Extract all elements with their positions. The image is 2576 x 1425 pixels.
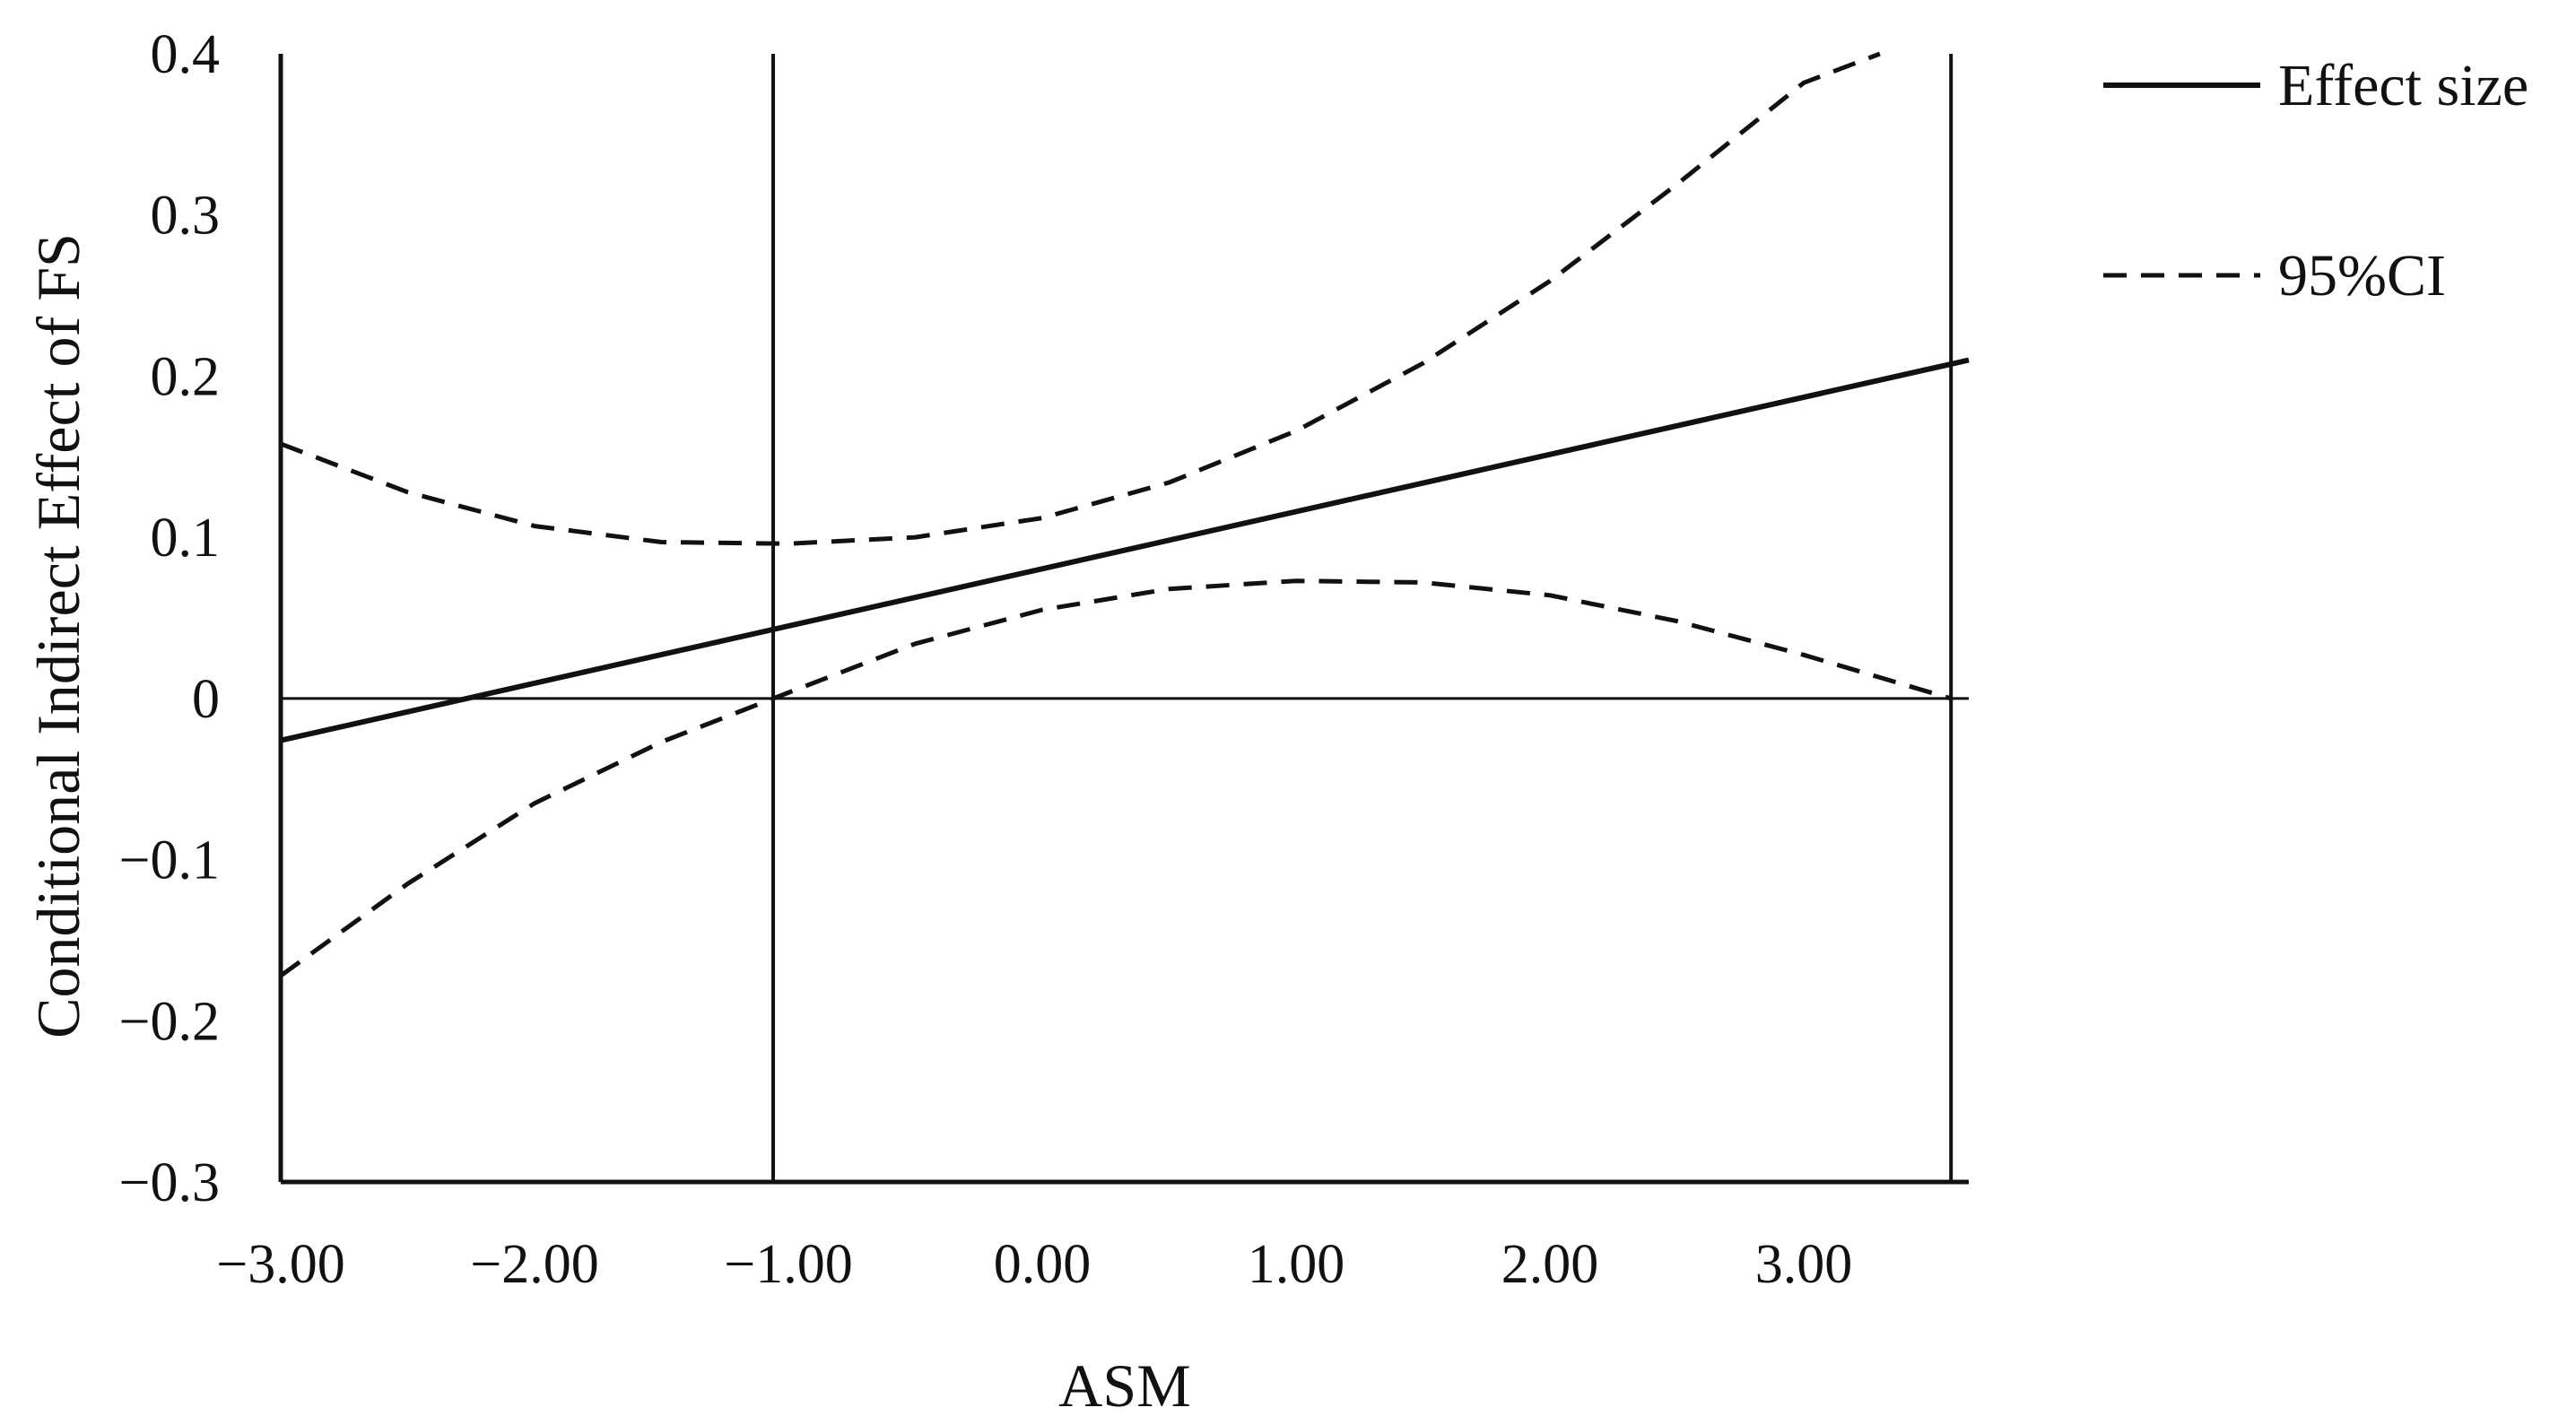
y-tick-label: −0.1	[119, 830, 220, 891]
legend: Effect size 95%CI	[2103, 53, 2528, 308]
legend-label: Effect size	[2278, 53, 2528, 118]
y-tick-label: 0	[192, 669, 220, 730]
plot-area	[278, 51, 1970, 1185]
ci-lower-line	[281, 578, 1952, 978]
x-axis-title: ASM	[1058, 1351, 1190, 1420]
y-tick-labels: −0.3 −0.2 −0.1 0 0.1 0.2 0.3 0.4	[119, 24, 220, 1213]
x-tick-label: −2.00	[470, 1234, 598, 1295]
x-tick-label: 2.00	[1501, 1234, 1599, 1295]
y-axis-title: Conditional Indirect Effect of FS	[24, 233, 92, 1038]
legend-label: 95%CI	[2278, 243, 2446, 308]
x-tick-label: 3.00	[1755, 1234, 1853, 1295]
effect-size-line	[281, 357, 1970, 743]
x-tick-labels: −3.00 −2.00 −1.00 0.00 1.00 2.00 3.00	[216, 1234, 1852, 1295]
y-tick-label: 0.2	[151, 346, 221, 407]
series-layer	[281, 51, 1970, 978]
x-tick-label: 1.00	[1248, 1234, 1345, 1295]
y-tick-label: 0.3	[151, 186, 221, 247]
ci-upper-line	[281, 51, 1881, 546]
y-tick-label: 0.4	[151, 24, 221, 85]
x-tick-label: −3.00	[216, 1234, 344, 1295]
vertical-reference-lines	[771, 54, 1954, 1182]
x-tick-label: −1.00	[724, 1234, 852, 1295]
y-tick-label: −0.2	[119, 991, 220, 1052]
y-tick-label: −0.3	[119, 1152, 220, 1213]
y-tick-label: 0.1	[151, 508, 221, 569]
x-tick-label: 0.00	[994, 1234, 1092, 1295]
